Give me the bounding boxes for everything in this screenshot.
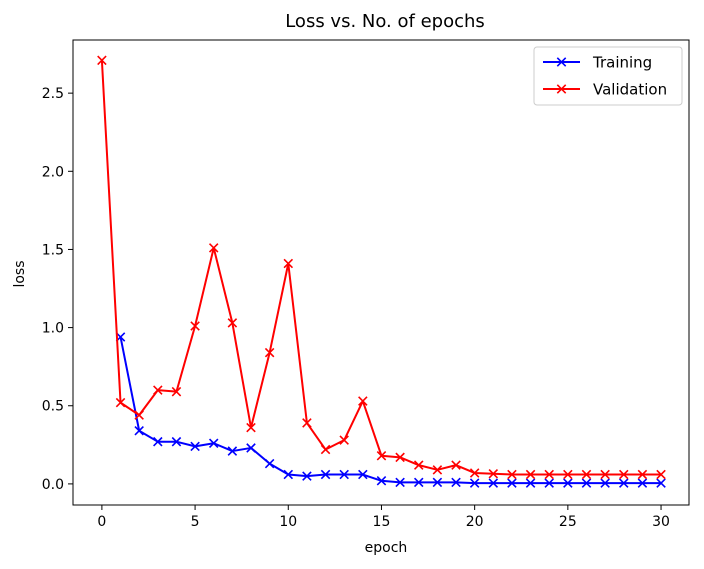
legend-swatch-marker bbox=[556, 84, 567, 94]
legend-swatch-marker bbox=[556, 57, 567, 67]
validation-point bbox=[469, 468, 480, 478]
validation-point bbox=[507, 469, 517, 480]
training-point bbox=[283, 469, 294, 480]
legend-item-training: Training bbox=[543, 54, 652, 72]
training-point bbox=[451, 477, 461, 488]
validation-point bbox=[544, 469, 554, 480]
validation-line bbox=[100, 60, 662, 476]
training-point bbox=[544, 478, 554, 488]
training-point bbox=[227, 446, 238, 456]
training-point bbox=[134, 425, 144, 436]
training-point bbox=[432, 477, 443, 488]
y-tick-label: 0.0 bbox=[42, 477, 64, 493]
validation-point bbox=[171, 386, 182, 397]
y-tick-label: 1.0 bbox=[42, 321, 64, 337]
legend-item-validation: Validation bbox=[543, 81, 667, 99]
validation-point bbox=[581, 469, 592, 480]
validation-point bbox=[302, 418, 312, 428]
validation-point bbox=[227, 318, 238, 328]
validation-point bbox=[246, 422, 256, 433]
x-tick-label: 15 bbox=[373, 514, 391, 530]
training-point bbox=[600, 478, 610, 488]
validation-point bbox=[339, 435, 349, 445]
x-axis-label: epoch bbox=[365, 540, 408, 556]
training-point bbox=[339, 469, 349, 480]
training-point bbox=[618, 478, 629, 488]
training-point bbox=[190, 441, 200, 452]
training-point bbox=[469, 478, 480, 488]
training-point bbox=[302, 471, 312, 481]
validation-point bbox=[153, 385, 163, 395]
y-axis: 0.0 0.5 1.0 1.5 2.0 2.5 bbox=[42, 86, 73, 493]
x-axis: 0 5 10 15 20 25 30 bbox=[97, 505, 670, 530]
x-tick-label: 25 bbox=[559, 514, 577, 530]
training-point bbox=[563, 478, 573, 488]
chart-title: Loss vs. No. of epochs bbox=[285, 11, 485, 32]
plot-frame bbox=[72, 39, 690, 506]
validation-series bbox=[97, 55, 666, 480]
training-point bbox=[153, 436, 163, 447]
training-point bbox=[358, 469, 368, 480]
x-tick-label: 20 bbox=[466, 514, 484, 530]
validation-point bbox=[525, 469, 536, 480]
training-point bbox=[208, 438, 219, 449]
y-tick-label: 2.0 bbox=[42, 164, 64, 180]
validation-point bbox=[358, 396, 368, 406]
training-point bbox=[637, 478, 648, 488]
training-point bbox=[525, 478, 536, 488]
validation-point bbox=[115, 397, 126, 408]
y-axis-label: loss bbox=[12, 260, 28, 287]
training-point bbox=[395, 477, 405, 488]
x-tick-label: 5 bbox=[191, 514, 200, 530]
validation-point bbox=[656, 469, 666, 480]
validation-point bbox=[413, 460, 424, 470]
validation-point bbox=[432, 465, 443, 475]
y-tick-label: 1.5 bbox=[42, 242, 64, 258]
plot-layer bbox=[97, 55, 666, 488]
legend-label: Validation bbox=[593, 81, 667, 99]
validation-point bbox=[134, 410, 144, 420]
validation-point bbox=[395, 452, 405, 463]
validation-point bbox=[600, 469, 610, 480]
training-point bbox=[264, 458, 275, 469]
x-tick-label: 30 bbox=[652, 514, 670, 530]
legend-label: Training bbox=[592, 54, 652, 72]
y-tick-label: 2.5 bbox=[42, 86, 64, 102]
validation-point bbox=[97, 55, 107, 66]
validation-point bbox=[376, 450, 387, 461]
validation-point bbox=[451, 460, 461, 470]
validation-point bbox=[283, 258, 294, 269]
training-point bbox=[507, 478, 517, 488]
validation-point bbox=[563, 469, 573, 480]
training-point bbox=[246, 443, 256, 453]
legend: Training Validation bbox=[533, 46, 683, 106]
validation-point bbox=[637, 469, 648, 480]
training-point bbox=[656, 478, 666, 488]
training-point bbox=[376, 476, 387, 486]
x-tick-label: 10 bbox=[279, 514, 297, 530]
x-tick-label: 0 bbox=[97, 514, 106, 530]
validation-point bbox=[190, 321, 200, 331]
training-series bbox=[115, 332, 666, 488]
validation-point bbox=[488, 468, 499, 479]
training-line bbox=[119, 336, 662, 485]
validation-point bbox=[320, 444, 331, 455]
validation-point bbox=[208, 243, 219, 253]
validation-point bbox=[264, 347, 275, 358]
training-point bbox=[171, 436, 182, 447]
y-tick-label: 0.5 bbox=[42, 399, 64, 415]
training-point bbox=[581, 478, 592, 488]
training-point bbox=[488, 478, 499, 488]
training-point bbox=[320, 469, 331, 480]
validation-point bbox=[618, 469, 629, 480]
training-point bbox=[413, 477, 424, 488]
